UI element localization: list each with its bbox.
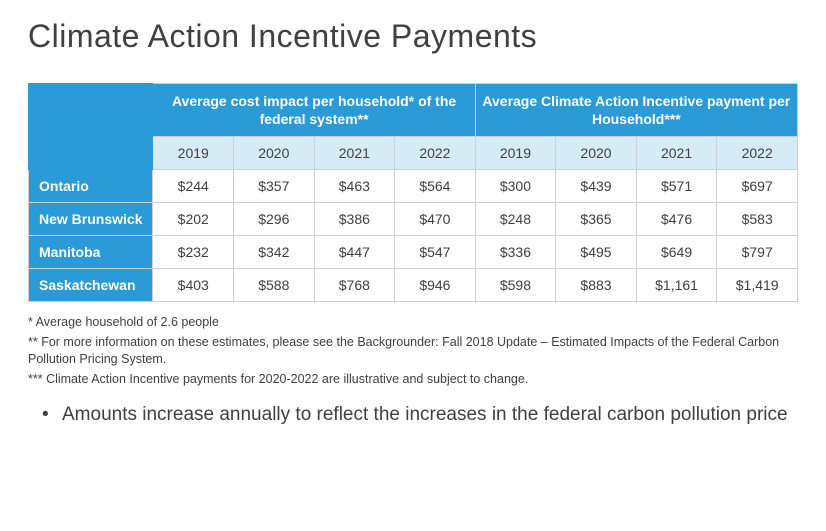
cell: $588	[234, 269, 315, 302]
year-header: 2022	[395, 137, 476, 170]
cell: $495	[556, 236, 637, 269]
cell: $883	[556, 269, 637, 302]
footnote: * Average household of 2.6 people	[28, 314, 798, 332]
header-group-cost: Average cost impact per household* of th…	[153, 84, 475, 137]
header-blank	[29, 84, 153, 170]
cell: $439	[556, 170, 637, 203]
cell: $463	[314, 170, 395, 203]
cell: $342	[234, 236, 315, 269]
cell: $403	[153, 269, 234, 302]
cell: $598	[475, 269, 556, 302]
cell: $244	[153, 170, 234, 203]
cell: $571	[636, 170, 717, 203]
row-label: Ontario	[29, 170, 153, 203]
cell: $386	[314, 203, 395, 236]
page-title: Climate Action Incentive Payments	[28, 18, 798, 55]
table-row: Manitoba $232 $342 $447 $547 $336 $495 $…	[29, 236, 798, 269]
cell: $232	[153, 236, 234, 269]
year-header: 2020	[556, 137, 637, 170]
cell: $447	[314, 236, 395, 269]
cell: $470	[395, 203, 476, 236]
cell: $248	[475, 203, 556, 236]
table-row: New Brunswick $202 $296 $386 $470 $248 $…	[29, 203, 798, 236]
cell: $649	[636, 236, 717, 269]
header-group-payment: Average Climate Action Incentive payment…	[475, 84, 797, 137]
cell: $296	[234, 203, 315, 236]
cell: $357	[234, 170, 315, 203]
cell: $547	[395, 236, 476, 269]
year-header: 2021	[636, 137, 717, 170]
cell: $797	[717, 236, 798, 269]
cell: $564	[395, 170, 476, 203]
table-row: Saskatchewan $403 $588 $768 $946 $598 $8…	[29, 269, 798, 302]
cell: $300	[475, 170, 556, 203]
row-label: New Brunswick	[29, 203, 153, 236]
bullet-point: Amounts increase annually to reflect the…	[28, 402, 798, 428]
cell: $697	[717, 170, 798, 203]
footnote: *** Climate Action Incentive payments fo…	[28, 371, 798, 389]
row-label: Manitoba	[29, 236, 153, 269]
footnotes: * Average household of 2.6 people ** For…	[28, 314, 798, 388]
cell: $946	[395, 269, 476, 302]
cell: $768	[314, 269, 395, 302]
data-table: Average cost impact per household* of th…	[28, 83, 798, 302]
cell: $336	[475, 236, 556, 269]
footnote: ** For more information on these estimat…	[28, 334, 798, 369]
cell: $365	[556, 203, 637, 236]
year-header: 2021	[314, 137, 395, 170]
row-label: Saskatchewan	[29, 269, 153, 302]
year-header: 2020	[234, 137, 315, 170]
year-header: 2022	[717, 137, 798, 170]
table-row: Ontario $244 $357 $463 $564 $300 $439 $5…	[29, 170, 798, 203]
cell: $583	[717, 203, 798, 236]
cell: $476	[636, 203, 717, 236]
cell: $1,161	[636, 269, 717, 302]
cell: $1,419	[717, 269, 798, 302]
year-header: 2019	[475, 137, 556, 170]
year-header: 2019	[153, 137, 234, 170]
cell: $202	[153, 203, 234, 236]
